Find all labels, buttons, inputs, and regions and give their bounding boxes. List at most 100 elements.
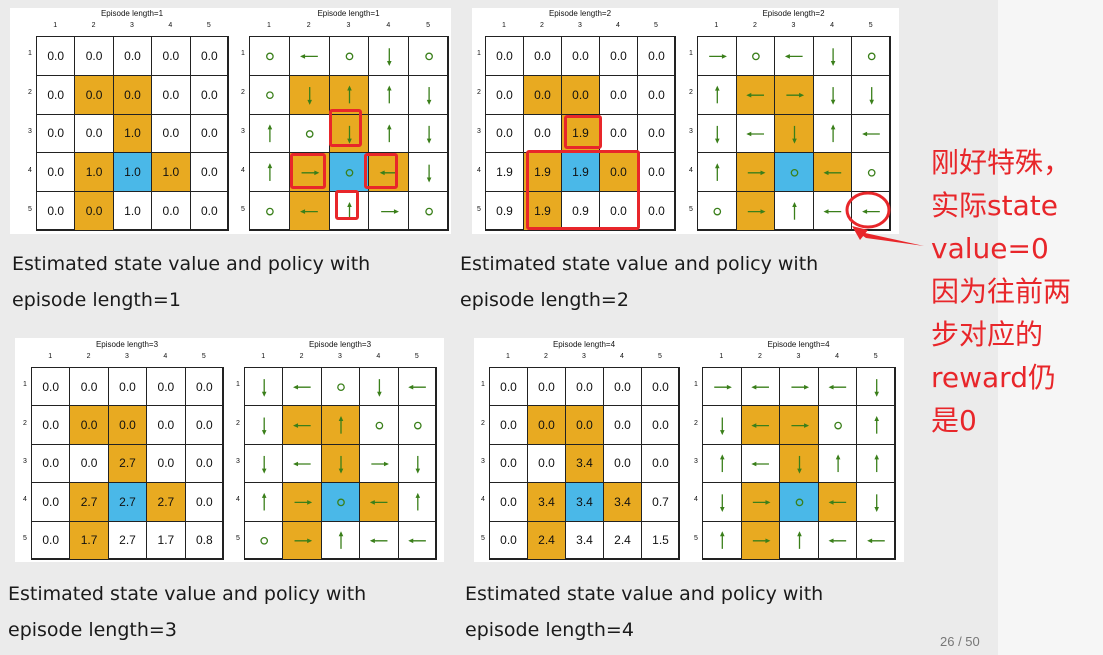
caption-line-1: Estimated state value and policy with bbox=[460, 253, 819, 275]
value-col-label: 3 bbox=[125, 353, 129, 360]
stay-circle-icon bbox=[713, 207, 722, 216]
policy-cell bbox=[856, 520, 896, 560]
value-row-label: 3 bbox=[481, 458, 485, 465]
highlight-box bbox=[335, 190, 359, 220]
value-cell: 0.0 bbox=[485, 113, 524, 154]
value-cell: 0.0 bbox=[74, 36, 114, 76]
value-col-label: 2 bbox=[540, 22, 544, 29]
stay-circle-icon bbox=[425, 207, 433, 216]
value-col-label: 3 bbox=[578, 22, 582, 29]
stay-circle-icon bbox=[790, 168, 799, 177]
value-col-label: 5 bbox=[654, 22, 658, 29]
value-cell: 0.0 bbox=[489, 520, 528, 560]
figure-caption: Estimated state value and policy with epi… bbox=[8, 576, 366, 648]
value-cell: 0.0 bbox=[189, 113, 229, 154]
value-row-label: 1 bbox=[481, 381, 485, 389]
value-cell: 0.0 bbox=[189, 36, 229, 76]
arrow-down-icon bbox=[338, 455, 344, 474]
value-cell: 0.0 bbox=[107, 367, 148, 407]
arrow-down-icon bbox=[720, 417, 725, 436]
stay-circle-icon bbox=[305, 130, 314, 138]
policy-row-label: 5 bbox=[236, 534, 240, 542]
policy-row-label: 1 bbox=[236, 381, 240, 389]
policy-row-label: 5 bbox=[694, 534, 698, 542]
value-row-label: 2 bbox=[28, 89, 32, 97]
arrow-left-icon bbox=[746, 92, 765, 98]
arrow-left-icon bbox=[293, 461, 311, 467]
arrow-left-icon bbox=[862, 209, 880, 214]
value-cell: 2.7 bbox=[146, 482, 186, 522]
arrow-left-icon bbox=[823, 209, 842, 214]
stay-circle-icon bbox=[413, 421, 422, 430]
value-cell: 0.8 bbox=[184, 520, 224, 560]
arrow-left-icon bbox=[751, 461, 769, 467]
stay-circle-icon bbox=[425, 52, 433, 61]
arrow-down-icon bbox=[797, 455, 802, 474]
value-col-label: 1 bbox=[502, 22, 506, 29]
value-cell: 1.7 bbox=[146, 520, 186, 560]
value-cell: 2.4 bbox=[527, 520, 566, 560]
arrow-down-icon bbox=[377, 379, 382, 397]
value-cell: 0.0 bbox=[489, 482, 528, 522]
value-cell: 3.4 bbox=[603, 482, 642, 522]
figure-caption: Estimated state value and policy with epi… bbox=[465, 576, 823, 648]
value-row-label: 5 bbox=[23, 534, 27, 542]
value-cell: 2.7 bbox=[107, 482, 148, 522]
stay-circle-icon bbox=[752, 52, 760, 61]
policy-col-label: 3 bbox=[346, 22, 351, 29]
policy-cell bbox=[408, 191, 449, 231]
arrow-down-icon bbox=[874, 379, 879, 397]
value-cell: 0.0 bbox=[69, 367, 109, 407]
arrow-up-icon bbox=[874, 416, 879, 434]
arrow-down-icon bbox=[715, 125, 720, 144]
value-row-label: 3 bbox=[23, 458, 27, 465]
policy-col-label: 5 bbox=[868, 22, 873, 29]
policy-row-label: 1 bbox=[689, 50, 693, 58]
arrow-left-icon bbox=[828, 384, 847, 390]
value-cell: 0.0 bbox=[184, 367, 224, 407]
arrow-left-icon bbox=[862, 131, 880, 137]
value-cell: 0.0 bbox=[637, 113, 676, 154]
value-col-label: 2 bbox=[91, 22, 96, 29]
value-row-label: 5 bbox=[477, 205, 481, 213]
value-cell: 2.4 bbox=[603, 520, 642, 560]
caption-line-2: episode length=2 bbox=[460, 289, 629, 311]
policy-col-label: 3 bbox=[796, 353, 801, 360]
figure-caption: Estimated state value and policy with epi… bbox=[12, 246, 370, 318]
value-grid-title: Episode length=3 bbox=[95, 340, 159, 349]
policy-grid-title: Episode length=4 bbox=[767, 340, 830, 349]
stay-circle-icon bbox=[345, 52, 354, 61]
policy-col-label: 3 bbox=[791, 22, 796, 29]
arrow-up-icon bbox=[874, 454, 879, 473]
arrow-right-icon bbox=[381, 209, 399, 214]
value-cell: 0.0 bbox=[527, 367, 566, 407]
arrow-up-icon bbox=[830, 124, 836, 143]
policy-col-label: 5 bbox=[426, 22, 431, 29]
value-col-label: 4 bbox=[168, 22, 173, 29]
value-cell: 0.0 bbox=[561, 36, 600, 76]
value-cell: 1.0 bbox=[151, 152, 191, 193]
stay-circle-icon bbox=[345, 168, 354, 177]
value-cell: 0.0 bbox=[637, 74, 676, 115]
value-cell: 0.0 bbox=[189, 191, 229, 231]
arrow-up-icon bbox=[261, 492, 267, 511]
policy-grid-title: Episode length=2 bbox=[762, 9, 825, 18]
value-col-label: 1 bbox=[53, 22, 58, 29]
value-cell: 0.0 bbox=[485, 74, 524, 115]
arrow-up-icon bbox=[347, 85, 352, 104]
value-cell: 3.4 bbox=[565, 482, 604, 522]
value-row-label: 4 bbox=[481, 496, 485, 504]
stay-circle-icon bbox=[260, 536, 269, 545]
arrow-right-icon bbox=[791, 384, 810, 390]
stay-circle-icon bbox=[867, 168, 876, 177]
policy-arrows bbox=[714, 379, 885, 549]
value-row-label: 3 bbox=[28, 128, 32, 135]
value-cell: 0.0 bbox=[565, 405, 604, 445]
value-cell: 1.9 bbox=[485, 152, 524, 193]
value-grid-title: Episode length=1 bbox=[100, 9, 164, 18]
policy-grid-title: Episode length=3 bbox=[308, 340, 372, 349]
arrow-left-icon bbox=[293, 384, 311, 390]
value-cell: 0.0 bbox=[107, 405, 148, 445]
value-cell: 0.0 bbox=[31, 367, 71, 407]
value-cell: 0.9 bbox=[485, 191, 524, 231]
